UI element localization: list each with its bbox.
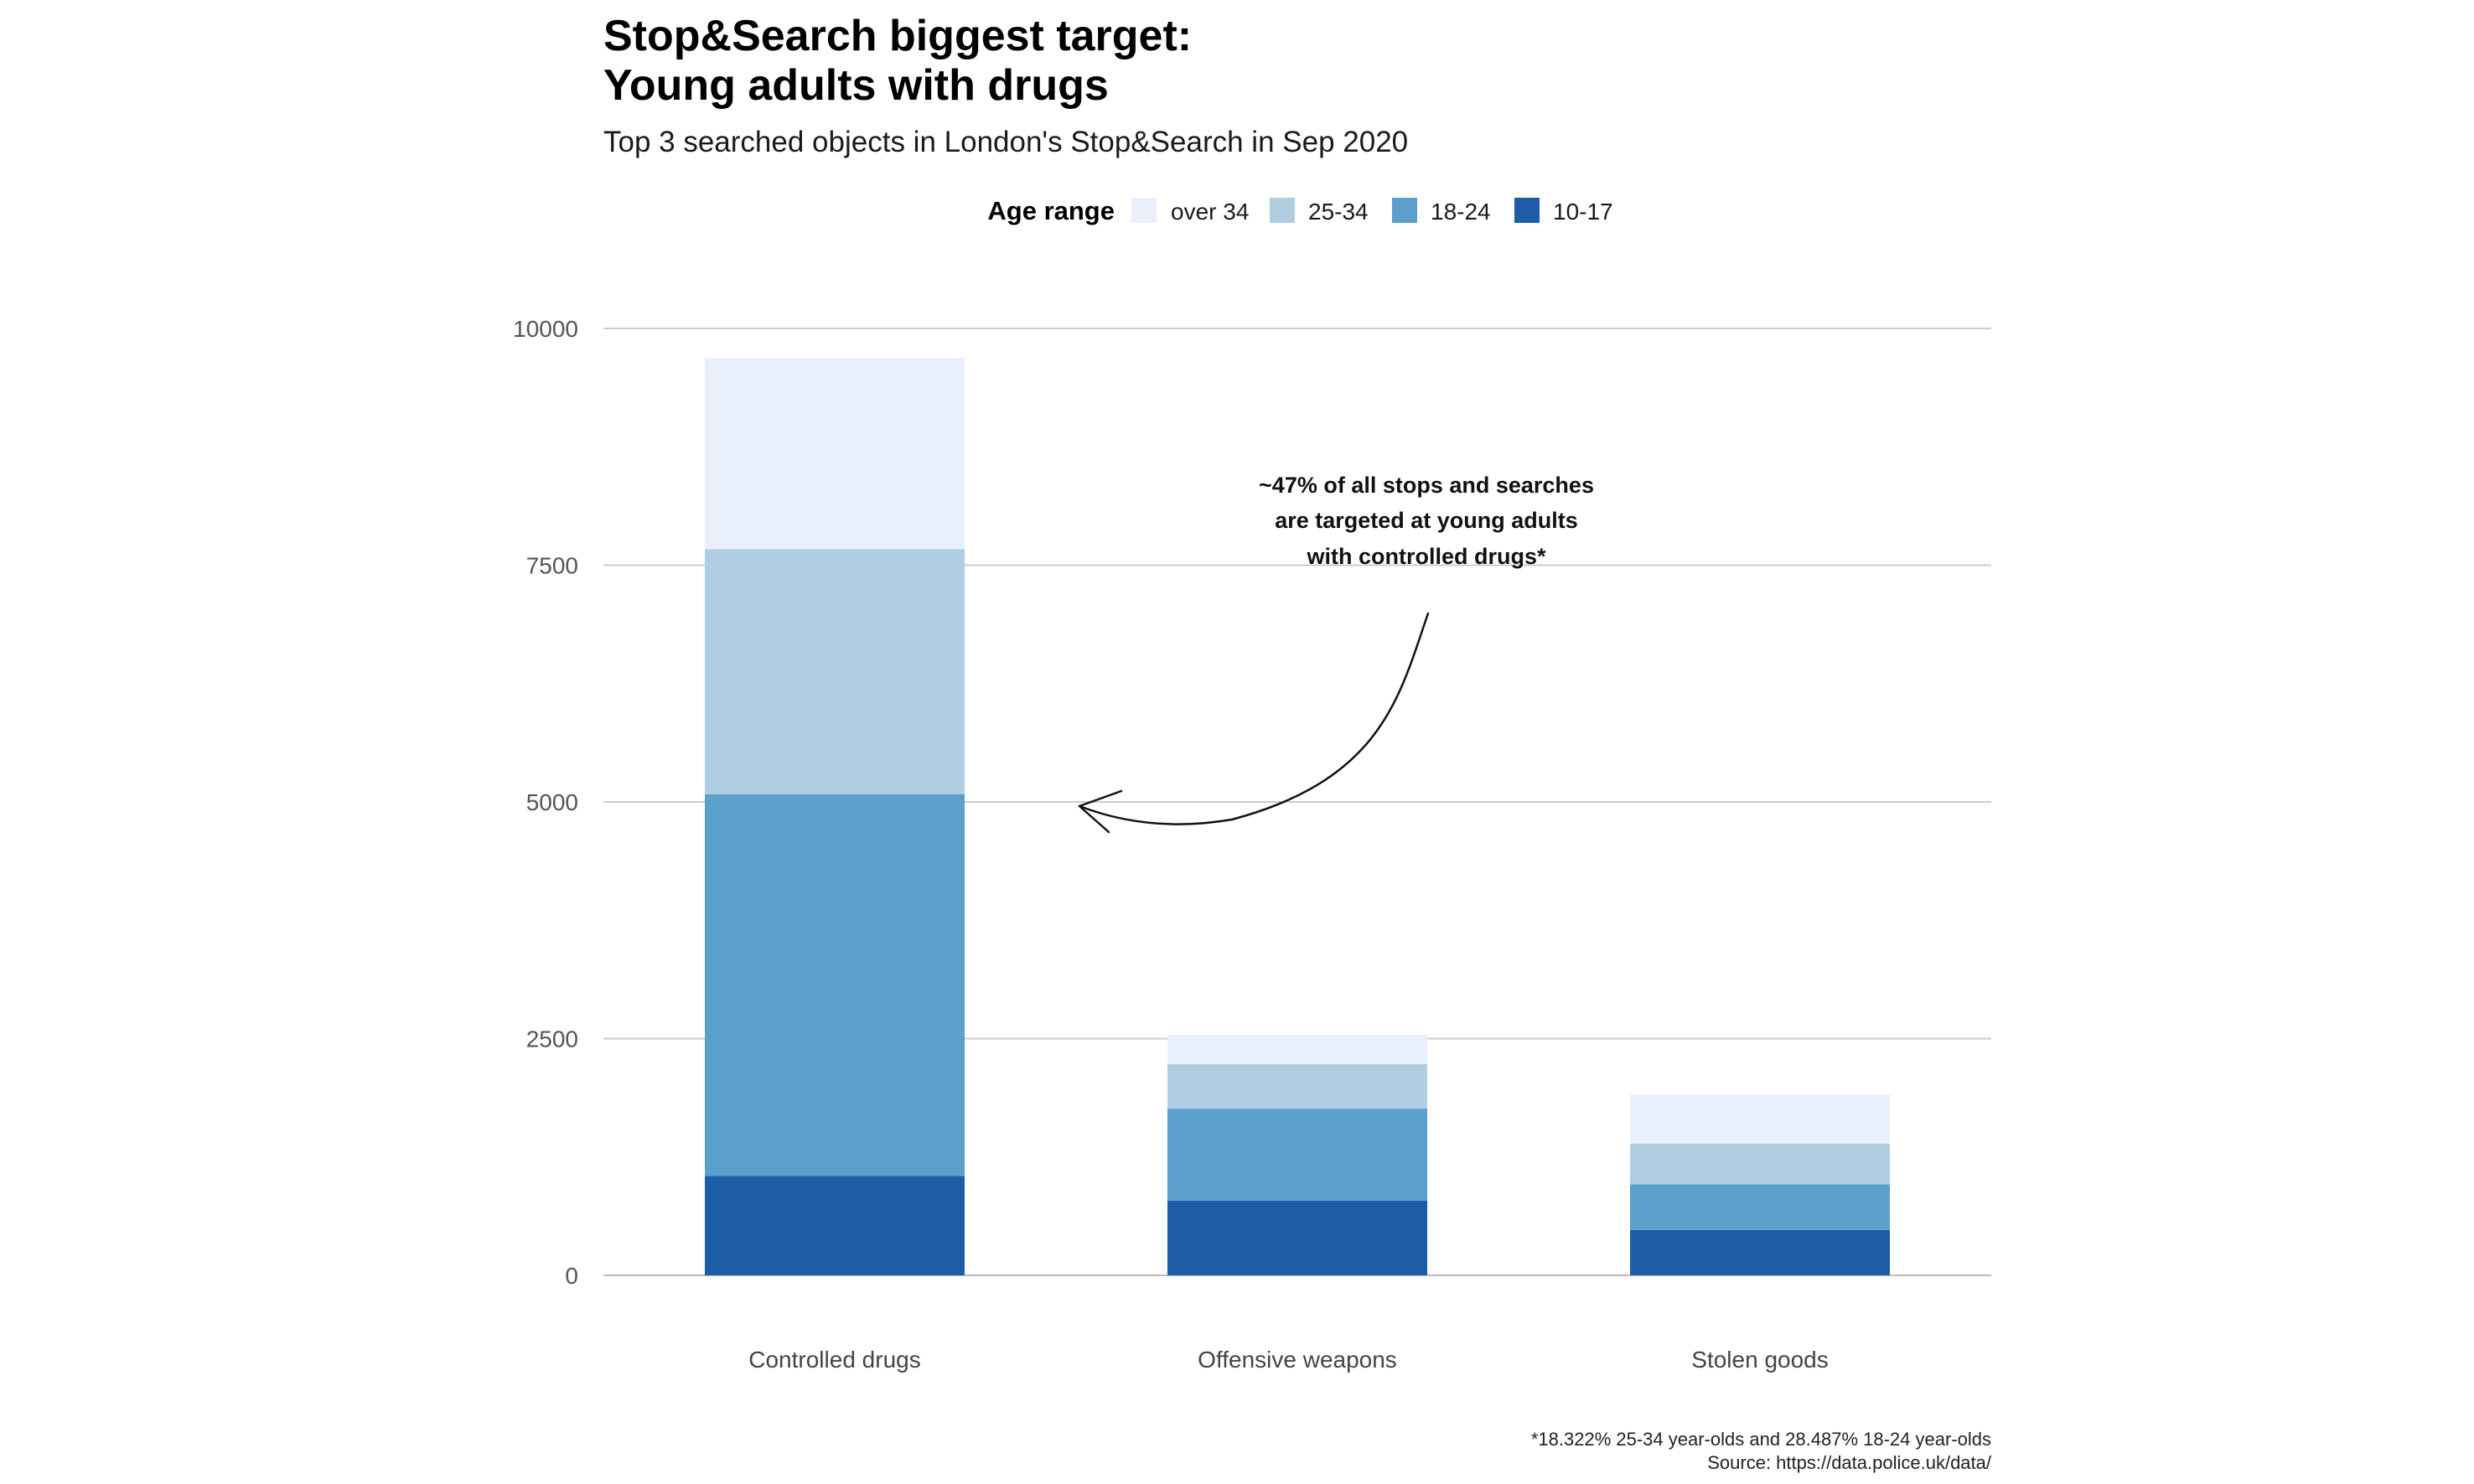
caption: *18.322% 25-34 year-olds and 28.487% 18-…: [1531, 1429, 1992, 1473]
bar-segment: [1167, 1064, 1427, 1109]
legend-label-over-34: over 34: [1171, 199, 1249, 225]
annotation-line-1: ~47% of all stops and searches: [1259, 473, 1594, 498]
stacked-bars: [705, 358, 1890, 1275]
legend-item-over-34: over 34: [1131, 198, 1249, 225]
y-tick-label: 2500: [526, 1026, 578, 1052]
annotation-line-2: are targeted at young adults: [1275, 508, 1578, 533]
bar-stack: [1630, 1094, 1890, 1275]
legend-swatch-18-24: [1392, 198, 1417, 223]
legend-swatch-10-17: [1514, 198, 1540, 223]
legend-item-25-34: 25-34: [1270, 198, 1369, 225]
bar-segment: [1630, 1094, 1890, 1144]
x-category-label: Stolen goods: [1691, 1347, 1828, 1373]
bar-segment: [705, 358, 965, 550]
annotation: ~47% of all stops and searches are targe…: [1078, 473, 1594, 834]
chart-title-line-1: Stop&Search biggest target:: [603, 12, 1192, 60]
y-tick-label: 0: [565, 1263, 578, 1289]
legend-label-18-24: 18-24: [1431, 199, 1491, 225]
y-axis-ticks: 0 2500 5000 7500 10000: [513, 316, 578, 1289]
caption-footnote: *18.322% 25-34 year-olds and 28.487% 18-…: [1531, 1429, 1991, 1450]
y-tick-label: 5000: [526, 789, 578, 815]
chart-header: Stop&Search biggest target: Young adults…: [603, 12, 1408, 158]
legend: Age range over 34 25-34 18-24 10-17: [987, 196, 1612, 225]
legend-label-10-17: 10-17: [1553, 199, 1613, 225]
legend-swatch-25-34: [1270, 198, 1295, 223]
legend-swatch-over-34: [1131, 198, 1157, 223]
legend-label-25-34: 25-34: [1308, 199, 1369, 225]
bar-segment: [1167, 1034, 1427, 1065]
bar-segment: [1630, 1184, 1890, 1230]
bar-segment: [705, 1176, 965, 1275]
legend-item-10-17: 10-17: [1514, 198, 1613, 225]
bar-segment: [1630, 1143, 1890, 1185]
legend-item-18-24: 18-24: [1392, 198, 1491, 225]
bar-stack: [705, 358, 965, 1275]
bar-segment: [705, 549, 965, 794]
x-category-label: Controlled drugs: [748, 1347, 920, 1373]
x-category-label: Offensive weapons: [1198, 1347, 1397, 1373]
bar-stack: [1167, 1034, 1427, 1275]
chart-title-line-2: Young adults with drugs: [603, 61, 1109, 110]
bar-segment: [1167, 1109, 1427, 1201]
chart-subtitle: Top 3 searched objects in London's Stop&…: [603, 126, 1408, 158]
caption-source: Source: https://data.police.uk/data/: [1707, 1452, 1992, 1473]
y-tick-label: 10000: [513, 316, 578, 342]
x-axis-labels: Controlled drugs Offensive weapons Stolen …: [748, 1347, 1828, 1373]
annotation-arrowhead: [1078, 789, 1123, 834]
bar-segment: [1167, 1200, 1427, 1275]
annotation-line-3: with controlled drugs*: [1306, 544, 1545, 569]
y-tick-label: 7500: [526, 553, 578, 579]
bar-segment: [705, 794, 965, 1176]
bar-segment: [1630, 1229, 1890, 1275]
annotation-arrow: [1078, 612, 1430, 825]
legend-title: Age range: [987, 196, 1115, 225]
